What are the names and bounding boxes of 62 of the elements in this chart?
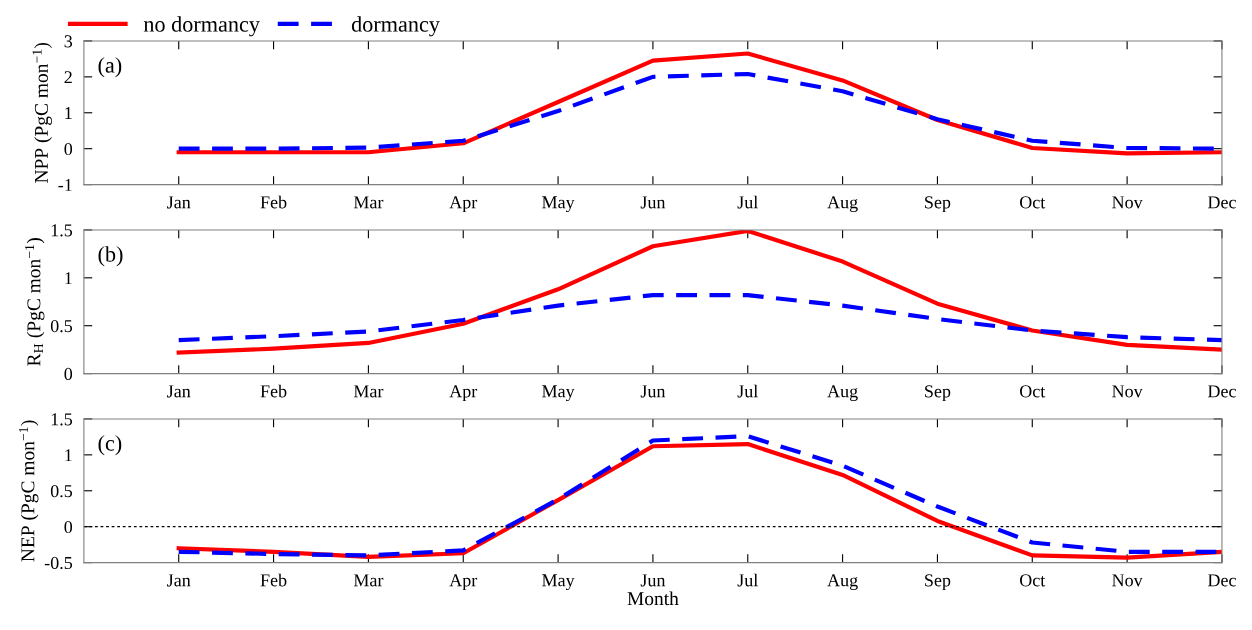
x-tick-label: Jan: [167, 196, 191, 209]
annotation: (a): [98, 57, 122, 78]
x-tick-label: Nov: [1112, 574, 1143, 587]
y-tick-label: -0.5: [44, 556, 73, 570]
y-axis-title: NEP (PgC mon$^{−1}$): [19, 420, 39, 562]
x-tick-label: Jul: [737, 384, 758, 398]
x-tick-label: Dec: [1207, 385, 1236, 398]
x-tick-label: Mar: [353, 574, 384, 587]
line-series: [176, 51, 1222, 156]
x-tick-label: May: [542, 574, 575, 591]
x-tick-label: Feb: [260, 195, 287, 209]
y-tick-label: 1: [65, 272, 72, 285]
y-tick-label: 1.5: [51, 224, 73, 237]
x-tick-label: May: [542, 196, 575, 213]
x-tick-label: Sep: [925, 574, 951, 591]
y-tick-label: 2: [64, 71, 72, 84]
x-tick-label: Oct: [1019, 385, 1046, 398]
x-tick-label: Aug: [827, 574, 858, 591]
line-series: [176, 229, 1222, 355]
y-tick-label: -1: [58, 178, 72, 191]
x-tick-label: Apr: [449, 574, 478, 591]
x-tick-label: Jun: [640, 385, 666, 398]
y-tick-label: 3: [64, 35, 73, 48]
x-tick-label: Jul: [737, 195, 758, 209]
x-tick-label: Oct: [1019, 574, 1046, 587]
y-tick-label: 0: [64, 142, 73, 156]
x-tick-label: Jul: [737, 573, 758, 587]
x-tick-label: Feb: [260, 384, 287, 398]
y-tick-label: 0.5: [50, 485, 73, 498]
y-tick-label: 1: [65, 107, 72, 120]
x-tick-label: Jun: [640, 574, 666, 587]
y-axis-title: R$_{H}$ (PgC mon$^{−1}$): [25, 238, 45, 366]
y-tick-label: 0: [64, 367, 73, 381]
x-tick-label: Sep: [925, 196, 951, 213]
y-tick-label: 1: [65, 449, 72, 462]
x-tick-label: Nov: [1112, 196, 1143, 209]
y-tick-label: 1.5: [51, 413, 73, 426]
legend-label: no dormancy: [143, 16, 260, 37]
x-tick-label: Jan: [167, 385, 191, 398]
x-tick-label: Apr: [449, 385, 478, 402]
x-axis-title: Month: [627, 591, 679, 606]
x-tick-label: Mar: [353, 385, 384, 398]
x-tick-label: Jan: [167, 574, 191, 587]
y-tick-label: 0: [64, 520, 73, 534]
x-tick-label: Feb: [260, 573, 287, 587]
annotation: (c): [98, 435, 122, 456]
y-axis-title: NPP (PgC mon$^{−1}$): [32, 42, 52, 183]
x-tick-label: Oct: [1019, 196, 1046, 209]
y-tick-label: 0.5: [50, 319, 73, 333]
x-tick-label: Dec: [1207, 574, 1236, 587]
x-tick-label: Nov: [1112, 385, 1143, 398]
x-tick-label: Sep: [925, 385, 951, 402]
legend-label: dormancy: [351, 16, 440, 37]
x-tick-label: Aug: [827, 196, 858, 213]
x-tick-label: Dec: [1207, 196, 1236, 209]
x-tick-label: May: [542, 385, 575, 402]
annotation: (b): [98, 246, 123, 267]
x-tick-label: Mar: [353, 196, 384, 209]
line-series: [176, 292, 1222, 343]
x-tick-label: Jun: [640, 196, 666, 209]
x-tick-label: Apr: [449, 196, 478, 213]
x-tick-label: Aug: [827, 385, 858, 402]
